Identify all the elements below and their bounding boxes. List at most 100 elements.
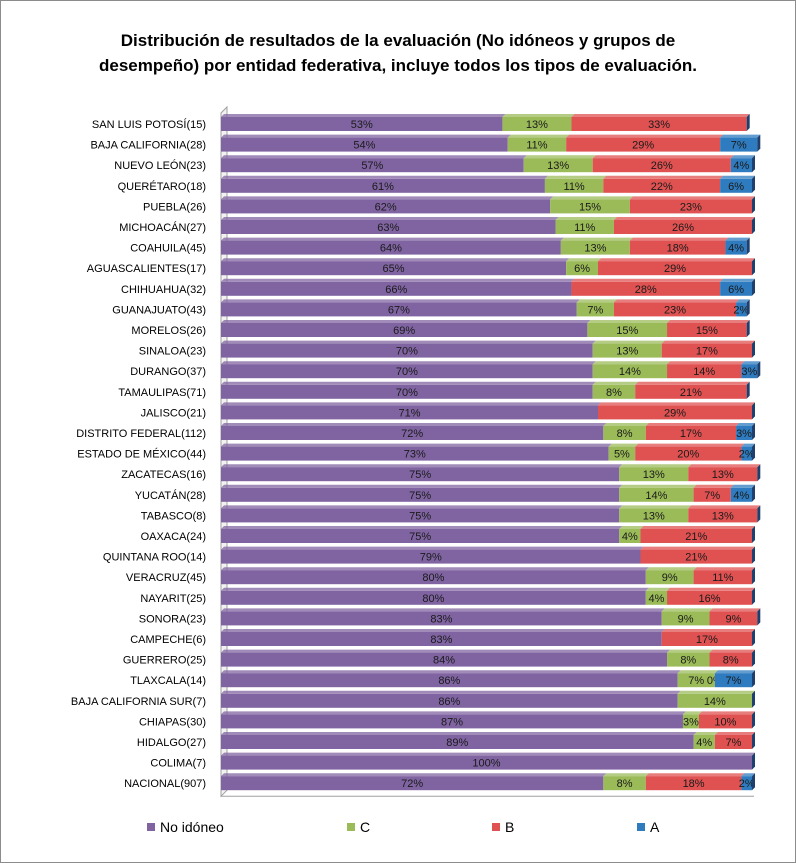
bar-top-a	[725, 237, 750, 241]
bar-segment-b	[714, 735, 752, 749]
data-label-b: 29%	[632, 140, 654, 152]
bar-end-face	[752, 567, 755, 585]
legend-label-b: B	[505, 819, 515, 835]
bar-top-c	[619, 505, 692, 509]
bar-top-no_idoneo	[221, 423, 607, 426]
data-label-no_idoneo: 70%	[396, 346, 418, 358]
bar-segment-b	[645, 776, 742, 791]
bar-segment-b	[635, 384, 747, 399]
data-label-c: 4%	[696, 737, 712, 749]
bar-segment-b	[693, 487, 731, 502]
bar-segment-c	[523, 158, 593, 173]
bar-segment-a	[720, 178, 752, 193]
bar-top-b	[661, 340, 755, 344]
bar-segment-b	[693, 570, 752, 585]
data-label-no_idoneo: 57%	[361, 160, 383, 172]
bar-top-b	[661, 629, 755, 632]
bar-end-face	[746, 237, 750, 255]
legend-label-c: C	[360, 819, 371, 835]
data-label-b: 18%	[683, 778, 705, 790]
bar-end-face	[746, 320, 750, 337]
bar-top-b	[688, 464, 761, 468]
bar-top-c	[667, 649, 713, 653]
data-label-no_idoneo: 84%	[433, 655, 455, 667]
bar-segment-c	[608, 446, 636, 461]
bar-top-c	[587, 320, 671, 323]
bar-segment-b	[667, 590, 752, 605]
bar-top-a	[736, 299, 750, 303]
bar-segment-c	[544, 178, 604, 193]
legend-item-no-idoneo: No idóneo	[147, 819, 224, 835]
bar-top-c	[682, 711, 702, 715]
bar-segment-no_idoneo	[221, 240, 561, 255]
category-label: TAMAULIPAS(71)	[118, 387, 206, 399]
bar-segment-no_idoneo	[221, 693, 678, 708]
category-label: PUEBLA(26)	[143, 201, 206, 213]
bar-segment-a	[736, 426, 752, 440]
data-label-b: 33%	[648, 119, 670, 131]
bar-segment-no_idoneo	[221, 755, 752, 770]
bar-top-no_idoneo	[221, 278, 575, 282]
data-label-no_idoneo: 79%	[420, 552, 442, 564]
bar-top-b	[667, 587, 755, 591]
data-label-a: 3%	[736, 428, 752, 440]
data-label-b: 26%	[651, 160, 673, 172]
bar-top-c	[603, 773, 649, 777]
bar-segment-a	[741, 446, 752, 461]
bar-segment-a	[720, 281, 752, 296]
data-label-no_idoneo: 71%	[398, 407, 420, 419]
category-label: SONORA(23)	[139, 613, 206, 625]
bar-top-b	[698, 711, 755, 715]
category-label: GUANAJUATO(43)	[112, 304, 206, 316]
bar-segment-b	[598, 405, 752, 420]
bar-end-face	[752, 340, 755, 358]
bar-top-c	[645, 567, 697, 571]
bar-end-face	[757, 464, 761, 482]
data-label-no_idoneo: 54%	[353, 140, 375, 152]
data-label-no_idoneo: 64%	[380, 243, 402, 255]
bar-segment-b	[566, 137, 721, 152]
bar-top-b	[571, 278, 724, 282]
bar-segment-b	[661, 632, 752, 646]
data-label-b: 20%	[677, 449, 699, 461]
bar-segment-no_idoneo	[221, 117, 503, 131]
bar-segment-c	[645, 570, 694, 585]
data-label-no_idoneo: 70%	[396, 366, 418, 378]
bar-end-face	[752, 443, 755, 461]
bar-top-b	[693, 484, 734, 488]
bar-top-no_idoneo	[221, 629, 665, 632]
bar-top-b	[598, 258, 755, 262]
bar-segment-no_idoneo	[221, 261, 567, 276]
bar-top-b	[566, 134, 724, 138]
data-label-c: 13%	[643, 469, 665, 481]
data-label-a: 2%	[733, 304, 749, 316]
data-label-b: 14%	[693, 366, 715, 378]
bar-end-face	[752, 278, 755, 296]
bar-segment-b	[667, 364, 742, 379]
bar-segment-c	[619, 487, 694, 502]
category-label: TABASCO(8)	[141, 510, 206, 522]
data-label-no_idoneo: 63%	[377, 222, 399, 234]
bar-top-no_idoneo	[221, 567, 649, 571]
data-label-b: 8%	[723, 655, 739, 667]
bar-top-no_idoneo	[221, 175, 548, 179]
category-label: SAN LUIS POTOSÍ(15)	[92, 118, 206, 131]
bar-segment-c	[555, 220, 614, 234]
bar-top-b	[693, 567, 755, 571]
legend-item-a: A	[637, 819, 659, 835]
data-label-c: 7%	[587, 304, 603, 316]
bar-segment-b	[571, 117, 747, 131]
bar-segment-no_idoneo	[221, 158, 524, 173]
bar-top-no_idoneo	[221, 381, 596, 385]
bar-top-c	[560, 237, 633, 241]
bar-end-face	[752, 526, 755, 543]
data-label-c: 11%	[526, 140, 547, 152]
category-label: DISTRITO FEDERAL(112)	[76, 428, 206, 440]
bar-top-a	[720, 134, 761, 138]
bar-segment-no_idoneo	[221, 529, 620, 543]
data-label-c: 4%	[622, 531, 638, 543]
bar-top-no_idoneo	[221, 690, 681, 694]
data-label-c: 13%	[616, 346, 638, 358]
bar-end-face	[752, 402, 755, 420]
data-label-b: 13%	[712, 510, 734, 522]
